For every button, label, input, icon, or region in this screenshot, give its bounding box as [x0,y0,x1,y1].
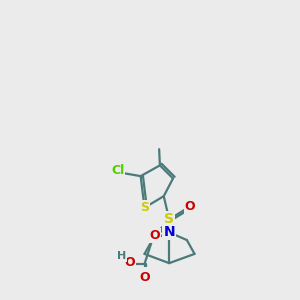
Text: N: N [163,225,175,239]
Text: S: S [140,201,149,214]
Text: H: H [117,251,126,261]
Text: N: N [163,225,175,239]
Text: O: O [149,229,160,242]
Text: O: O [184,200,195,213]
Text: Cl: Cl [111,164,124,177]
Text: S: S [164,212,174,226]
Text: O: O [139,271,150,284]
Text: O: O [124,256,135,269]
